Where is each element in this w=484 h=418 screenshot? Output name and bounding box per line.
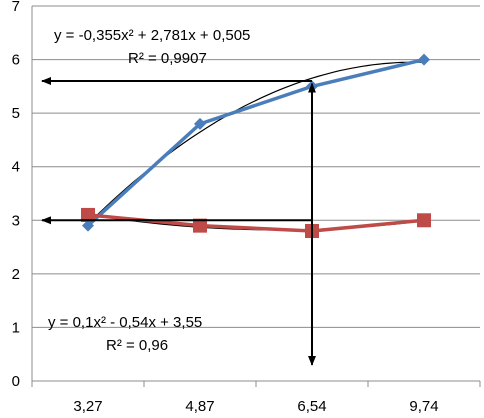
y-tick-label: 0 xyxy=(12,373,20,390)
series-1-point xyxy=(82,219,94,232)
y-tick-label: 6 xyxy=(12,52,20,69)
gridlines xyxy=(32,5,480,328)
series-2-point xyxy=(193,218,207,233)
tick-labels: 0 1 2 3 4 5 6 7 3,27 4,87 6,54 9,74 xyxy=(12,0,439,415)
annotations xyxy=(41,77,316,366)
series-2-point xyxy=(81,207,95,222)
x-tick-label: 6,54 xyxy=(297,398,326,415)
trendline-equations: y = -0,355x² + 2,781x + 0,505 R² = 0,990… xyxy=(48,27,250,354)
series-2-point xyxy=(417,213,431,228)
series-1-point xyxy=(418,53,430,66)
y-tick-label: 7 xyxy=(12,0,20,15)
y-tick-label: 5 xyxy=(12,105,20,122)
y-tick-label: 3 xyxy=(12,212,20,229)
trendlines xyxy=(87,61,425,231)
trendline-2-r2: R² = 0,96 xyxy=(106,337,168,354)
trendline-1-equation: y = -0,355x² + 2,781x + 0,505 xyxy=(54,27,250,44)
axes xyxy=(31,6,481,387)
data-series xyxy=(81,53,431,238)
trendline-2-equation: y = 0,1x² - 0,54x + 3,55 xyxy=(48,314,202,331)
y-tick-label: 4 xyxy=(12,159,20,176)
x-tick-label: 3,27 xyxy=(73,398,102,415)
x-tick-label: 4,87 xyxy=(185,398,214,415)
y-tick-label: 2 xyxy=(12,266,20,283)
trendline-1 xyxy=(87,61,425,225)
series-1-point xyxy=(194,117,206,130)
y-tick-label: 1 xyxy=(12,319,20,336)
series-2-line xyxy=(87,213,425,233)
x-tick-label: 9,74 xyxy=(409,398,438,415)
trendline-1-r2: R² = 0,9907 xyxy=(128,50,207,67)
series-1-line xyxy=(86,57,425,227)
